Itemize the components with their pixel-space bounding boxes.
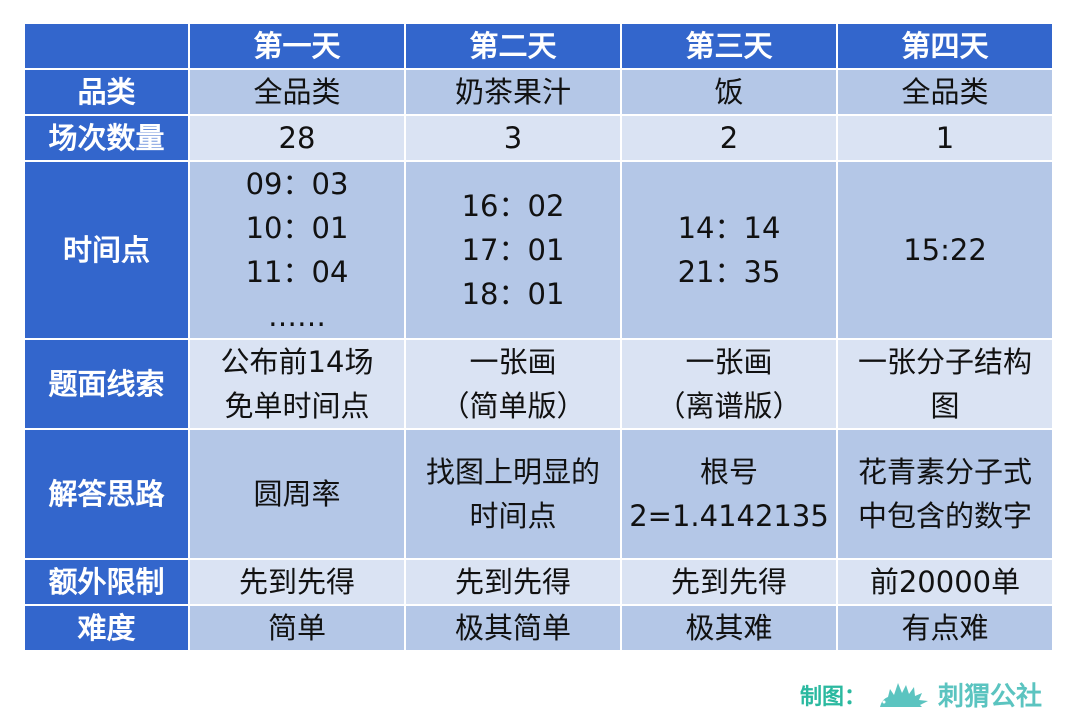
cell-line: 1	[935, 121, 955, 155]
cell-line: 18：01	[461, 277, 565, 311]
table-row: 难度 简单 极其简单 极其难 有点难	[23, 604, 1054, 652]
cell-line: 根号	[699, 455, 758, 489]
table-cell: 14：14 21：35	[620, 160, 838, 340]
table-cell: 根号 2=1.4142135	[620, 428, 838, 560]
table-cell: 1	[836, 114, 1054, 162]
table-cell: 09：03 10：01 11：04 ……	[188, 160, 406, 340]
table-cell: 一张分子结构图	[836, 338, 1054, 430]
cell-line: 一张画	[685, 345, 773, 379]
cell-line: （离谱版）	[656, 389, 802, 423]
cell-line: 公布前14场	[220, 345, 374, 379]
table-cell: 极其简单	[404, 604, 622, 652]
cell-line: 图	[930, 389, 960, 423]
table-cell: 公布前14场 免单时间点	[188, 338, 406, 430]
table-cell: 简单	[188, 604, 406, 652]
cell-line: ……	[268, 299, 326, 333]
cell-line: 全品类	[901, 75, 989, 109]
cell-line: 一张分子结构	[857, 345, 1032, 379]
table-cell: 全品类	[188, 68, 406, 116]
cell-line: 28	[278, 121, 316, 155]
cell-line: 有点难	[901, 611, 989, 645]
column-header: 第四天	[836, 22, 1054, 70]
cell-line: 先到先得	[670, 565, 787, 599]
table-cell: 16：02 17：01 18：01	[404, 160, 622, 340]
table-row: 题面线索 公布前14场 免单时间点 一张画 （简单版） 一张画 （离谱版） 一张分子结构图	[23, 338, 1054, 430]
table-cell: 先到先得	[404, 558, 622, 606]
row-label: 额外限制	[23, 558, 190, 606]
cell-line: 一张画	[469, 345, 557, 379]
column-header: 第三天	[620, 22, 838, 70]
cell-line: 简单	[267, 611, 326, 645]
row-label: 时间点	[23, 160, 190, 340]
table-row: 额外限制 先到先得 先到先得 先到先得 前20000单	[23, 558, 1054, 606]
cell-line: 时间点	[469, 499, 557, 533]
table-cell: 先到先得	[188, 558, 406, 606]
row-label: 难度	[23, 604, 190, 652]
table-cell: 花青素分子式 中包含的数字	[836, 428, 1054, 560]
cell-line: 找图上明显的	[425, 455, 600, 489]
table-cell: 一张画 （离谱版）	[620, 338, 838, 430]
table-cell: 15:22	[836, 160, 1054, 340]
row-label: 场次数量	[23, 114, 190, 162]
cell-line: 16：02	[461, 189, 565, 223]
table-cell: 前20000单	[836, 558, 1054, 606]
cell-line: 先到先得	[454, 565, 571, 599]
table-cell: 圆周率	[188, 428, 406, 560]
table-row: 场次数量 28 3 2 1	[23, 114, 1054, 162]
table-cell: 28	[188, 114, 406, 162]
table-cell: 饭	[620, 68, 838, 116]
cell-line: 15:22	[903, 233, 987, 267]
cell-line: 14：14	[677, 211, 781, 245]
cell-line: 奶茶果汁	[454, 75, 571, 109]
header-row: 第一天 第二天 第三天 第四天	[23, 22, 1054, 70]
cell-line: 圆周率	[253, 477, 341, 511]
cell-line: 中包含的数字	[857, 499, 1032, 533]
brand-name: 刺猬公社	[938, 682, 1043, 712]
cell-line: 花青素分子式	[857, 455, 1032, 489]
cell-line: 11：04	[245, 255, 349, 289]
column-header: 第二天	[404, 22, 622, 70]
cell-line: 2	[719, 121, 739, 155]
cell-line: 极其难	[685, 611, 773, 645]
row-label: 解答思路	[23, 428, 190, 560]
table-cell: 先到先得	[620, 558, 838, 606]
cell-line: 全品类	[253, 75, 341, 109]
cell-line: 先到先得	[238, 565, 355, 599]
cell-line: 17：01	[461, 233, 565, 267]
cell-line: 21：35	[677, 255, 781, 289]
brand-logo: 刺猬公社	[876, 676, 1042, 713]
column-header	[23, 22, 190, 70]
table-cell: 奶茶果汁	[404, 68, 622, 116]
cell-line: 3	[503, 121, 523, 155]
cell-line: （简单版）	[440, 389, 586, 423]
table-row: 品类 全品类 奶茶果汁 饭 全品类	[23, 68, 1054, 116]
table-cell: 2	[620, 114, 838, 162]
table-cell: 找图上明显的 时间点	[404, 428, 622, 560]
row-label: 品类	[23, 68, 190, 116]
cell-line: 前20000单	[869, 565, 1021, 599]
footer-credit: 制图： 刺猬公社	[800, 676, 1042, 713]
column-header: 第一天	[188, 22, 406, 70]
table-row: 解答思路 圆周率 找图上明显的 时间点 根号 2=1.4142135 花青素分子式 中包含的数…	[23, 428, 1054, 560]
table-row: 时间点 09：03 10：01 11：04 …… 16：02 17：01 18：01 14：14…	[23, 160, 1054, 340]
table-cell: 3	[404, 114, 622, 162]
table-cell: 一张画 （简单版）	[404, 338, 622, 430]
row-label: 题面线索	[23, 338, 190, 430]
credit-label: 制图：	[800, 684, 867, 710]
cell-line: 10：01	[245, 211, 349, 245]
cell-line: 免单时间点	[224, 389, 370, 423]
cell-line: 2=1.4142135	[629, 499, 829, 533]
comparison-table: 第一天 第二天 第三天 第四天 品类 全品类 奶茶果汁饭全品类 场次数量 28 3 2 1 时间点 09：…	[23, 22, 1054, 652]
table-cell: 全品类	[836, 68, 1054, 116]
hedgehog-icon	[880, 682, 929, 707]
table-cell: 有点难	[836, 604, 1054, 652]
cell-line: 饭	[714, 75, 744, 109]
cell-line: 极其简单	[454, 611, 571, 645]
cell-line: 09：03	[245, 167, 349, 201]
table-cell: 极其难	[620, 604, 838, 652]
